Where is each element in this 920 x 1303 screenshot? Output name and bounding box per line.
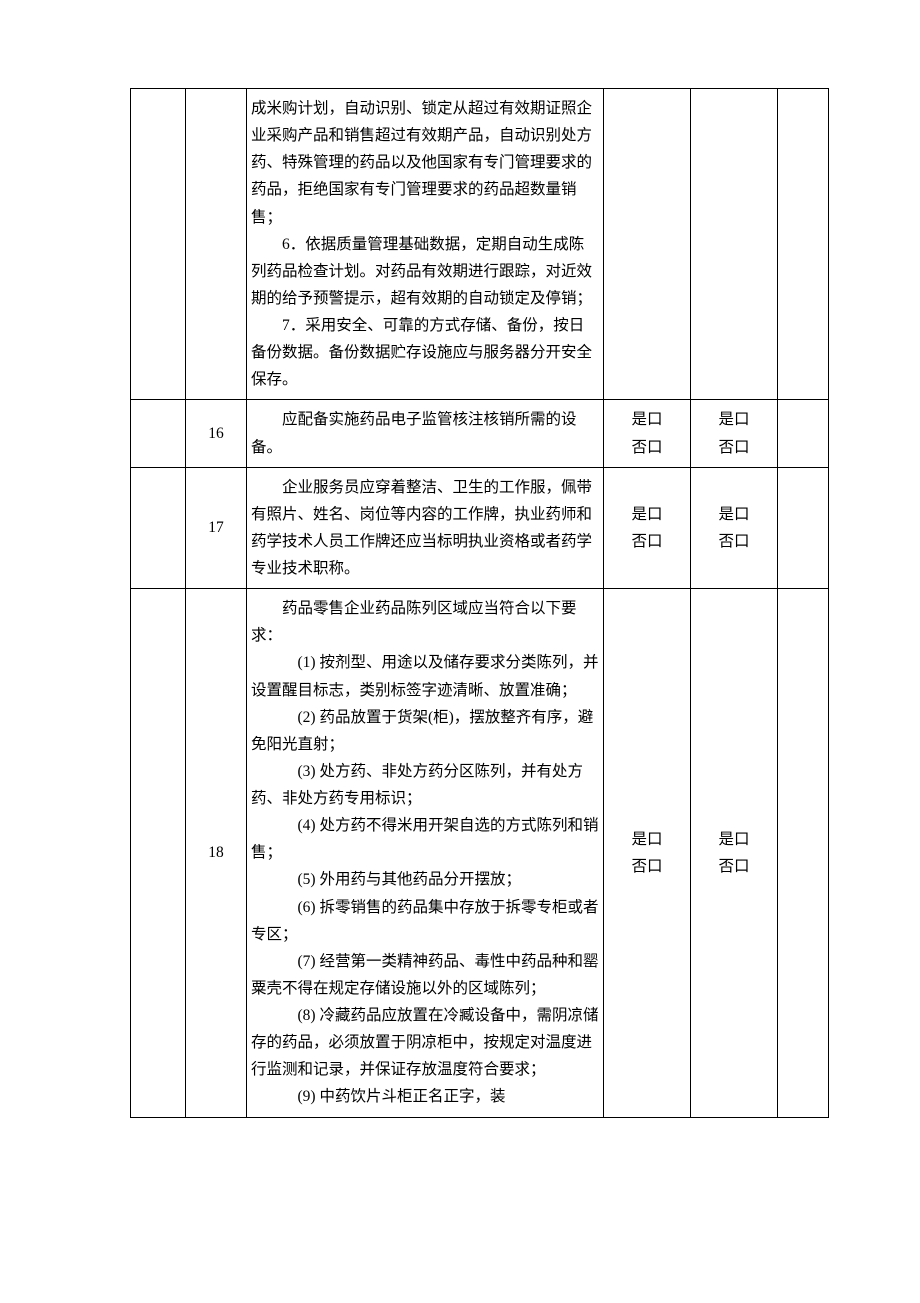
content-line: (1) 按剂型、用途以及储存要求分类陈列，并设置醒目标志，类别标签字迹清晰、放置… — [251, 649, 599, 703]
col-blank — [131, 467, 186, 589]
requirements-table: 成米购计划，自动识别、锁定从超过有效期证照企业采购产品和销售超过有效期产品，自动… — [130, 88, 829, 1118]
row-number: 17 — [186, 467, 247, 589]
row-number: 16 — [186, 400, 247, 467]
col-blank — [131, 89, 186, 400]
checkbox-no[interactable]: 否口 — [695, 434, 773, 461]
self-check-cell: 是口否口 — [604, 467, 691, 589]
content-line: (2) 药品放置于货架(柜)，摆放整齐有序，避免阳光直射； — [251, 704, 599, 758]
col-blank — [131, 589, 186, 1117]
review-check-cell — [691, 89, 778, 400]
row-content: 应配备实施药品电子监管核注核销所需的设备。 — [247, 400, 604, 467]
content-line: 企业服务员应穿着整洁、卫生的工作服，佩带有照片、姓名、岗位等内容的工作牌，执业药… — [251, 474, 599, 583]
checkbox-yes[interactable]: 是口 — [608, 406, 686, 433]
content-line: (8) 冷藏药品应放置在冷臧设备中，需阴凉储存的药品，必须放置于阴凉柜中，按规定… — [251, 1002, 599, 1083]
content-line: 药品零售企业药品陈列区域应当符合以下要求： — [251, 595, 599, 649]
self-check-cell — [604, 89, 691, 400]
row-content: 企业服务员应穿着整洁、卫生的工作服，佩带有照片、姓名、岗位等内容的工作牌，执业药… — [247, 467, 604, 589]
remark-cell — [778, 467, 829, 589]
content-line: (9) 中药饮片斗柜正名正字，装 — [251, 1083, 599, 1110]
content-line: (4) 处方药不得米用开架自选的方式陈列和销售； — [251, 812, 599, 866]
checkbox-yes[interactable]: 是口 — [695, 826, 773, 853]
content-line: 成米购计划，自动识别、锁定从超过有效期证照企业采购产品和销售超过有效期产品，自动… — [251, 95, 599, 231]
content-line: 7．采用安全、可靠的方式存储、备份，按日备份数据。备份数据贮存设施应与服务器分开… — [251, 312, 599, 393]
checkbox-no[interactable]: 否口 — [608, 528, 686, 555]
checkbox-no[interactable]: 否口 — [608, 434, 686, 461]
checkbox-yes[interactable]: 是口 — [608, 501, 686, 528]
table-row: 16应配备实施药品电子监管核注核销所需的设备。是口否口是口否口 — [131, 400, 829, 467]
checkbox-yes[interactable]: 是口 — [695, 501, 773, 528]
checkbox-no[interactable]: 否口 — [695, 853, 773, 880]
checkbox-no[interactable]: 否口 — [695, 528, 773, 555]
col-blank — [131, 400, 186, 467]
content-line: (3) 处方药、非处方药分区陈列，并有处方药、非处方药专用标识； — [251, 758, 599, 812]
remark-cell — [778, 400, 829, 467]
remark-cell — [778, 589, 829, 1117]
checkbox-yes[interactable]: 是口 — [695, 406, 773, 433]
content-line: 6．依据质量管理基础数据，定期自动生成陈列药品检查计划。对药品有效期进行跟踪，对… — [251, 231, 599, 312]
row-number — [186, 89, 247, 400]
self-check-cell: 是口否口 — [604, 589, 691, 1117]
table-row: 18药品零售企业药品陈列区域应当符合以下要求：(1) 按剂型、用途以及储存要求分… — [131, 589, 829, 1117]
document-page: 成米购计划，自动识别、锁定从超过有效期证照企业采购产品和销售超过有效期产品，自动… — [0, 0, 920, 1138]
checkbox-yes[interactable]: 是口 — [608, 826, 686, 853]
table-row: 17企业服务员应穿着整洁、卫生的工作服，佩带有照片、姓名、岗位等内容的工作牌，执… — [131, 467, 829, 589]
content-line: (7) 经营第一类精神药品、毒性中药品种和罂粟壳不得在规定存储设施以外的区域陈列… — [251, 948, 599, 1002]
content-line: 应配备实施药品电子监管核注核销所需的设备。 — [251, 406, 599, 460]
table-row: 成米购计划，自动识别、锁定从超过有效期证照企业采购产品和销售超过有效期产品，自动… — [131, 89, 829, 400]
remark-cell — [778, 89, 829, 400]
review-check-cell: 是口否口 — [691, 400, 778, 467]
review-check-cell: 是口否口 — [691, 589, 778, 1117]
checkbox-no[interactable]: 否口 — [608, 853, 686, 880]
row-content: 成米购计划，自动识别、锁定从超过有效期证照企业采购产品和销售超过有效期产品，自动… — [247, 89, 604, 400]
content-line: (5) 外用药与其他药品分开摆放； — [251, 866, 599, 893]
row-number: 18 — [186, 589, 247, 1117]
review-check-cell: 是口否口 — [691, 467, 778, 589]
self-check-cell: 是口否口 — [604, 400, 691, 467]
row-content: 药品零售企业药品陈列区域应当符合以下要求：(1) 按剂型、用途以及储存要求分类陈… — [247, 589, 604, 1117]
content-line: (6) 拆零销售的药品集中存放于拆零专柜或者专区； — [251, 894, 599, 948]
